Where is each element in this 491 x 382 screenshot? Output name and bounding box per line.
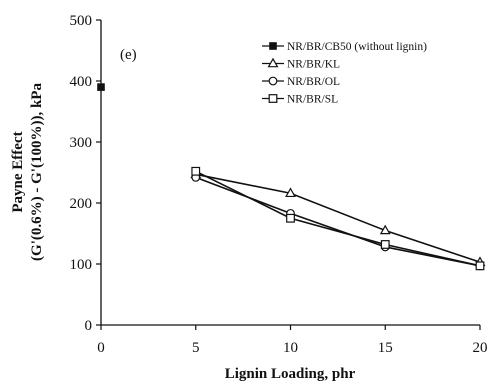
legend-marker	[268, 94, 278, 103]
x-tick-label: 20	[473, 340, 488, 356]
legend-label: NR/BR/OL	[287, 76, 340, 88]
data-point	[97, 83, 105, 91]
y-tick-label: 300	[70, 135, 93, 151]
legend-item: NR/BR/OL	[262, 76, 340, 88]
series-3	[191, 166, 485, 271]
y-tick-label: 0	[85, 318, 93, 334]
x-axis-title: Lignin Loading, phr	[225, 366, 356, 382]
y-tick-label: 500	[70, 13, 93, 29]
series-layer	[97, 83, 486, 271]
data-point	[191, 166, 201, 176]
series-0	[97, 83, 105, 91]
legend-label: NR/BR/KL	[287, 59, 340, 71]
data-point	[380, 240, 390, 249]
legend-item: NR/BR/CB50 (without lignin)	[262, 41, 427, 53]
data-point	[285, 187, 296, 198]
legend-label: NR/BR/CB50 (without lignin)	[287, 41, 427, 53]
y-axis-title-line2: (G'(0.6%) - G'(100%)), kPa	[29, 83, 45, 261]
y-axis-title-line1: Payne Effect	[10, 131, 26, 212]
legend-item: NR/BR/KL	[262, 57, 340, 71]
legend-item: NR/BR/SL	[262, 94, 338, 106]
data-point	[286, 213, 295, 223]
legend-marker	[268, 76, 278, 86]
series-line	[195, 176, 481, 267]
y-tick-label: 100	[70, 257, 93, 273]
series-line	[195, 173, 481, 263]
legend-marker	[267, 57, 279, 68]
x-ticks: 0 5 10 15 20	[97, 325, 488, 356]
panel-label: (e)	[120, 47, 137, 63]
y-tick-label: 200	[70, 196, 93, 212]
legend-label: NR/BR/SL	[287, 94, 338, 106]
data-point	[475, 261, 485, 271]
y-ticks: 0 100 200 300 400 500	[70, 13, 101, 334]
series-line	[195, 170, 481, 267]
series-1	[190, 168, 486, 266]
data-point	[379, 224, 391, 235]
x-tick-label: 0	[97, 340, 105, 356]
legend-marker	[269, 42, 277, 50]
y-tick-label: 400	[70, 74, 93, 90]
series-2	[191, 172, 485, 271]
x-tick-label: 5	[192, 340, 200, 356]
x-tick-label: 10	[283, 340, 298, 356]
x-tick-label: 15	[378, 340, 393, 356]
legend: NR/BR/CB50 (without lignin) NR/BR/KL NR/BR…	[262, 41, 427, 106]
